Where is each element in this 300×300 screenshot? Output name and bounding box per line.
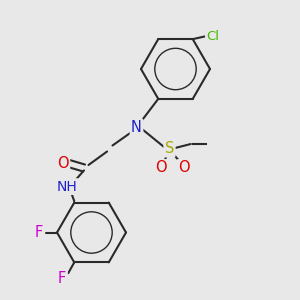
Text: N: N	[131, 120, 142, 135]
Text: O: O	[178, 160, 190, 175]
Text: F: F	[58, 271, 66, 286]
Text: NH: NH	[57, 180, 78, 194]
Text: S: S	[165, 141, 174, 156]
Text: O: O	[155, 160, 167, 175]
Text: O: O	[57, 156, 69, 171]
Text: F: F	[35, 225, 43, 240]
Text: Cl: Cl	[206, 30, 219, 43]
